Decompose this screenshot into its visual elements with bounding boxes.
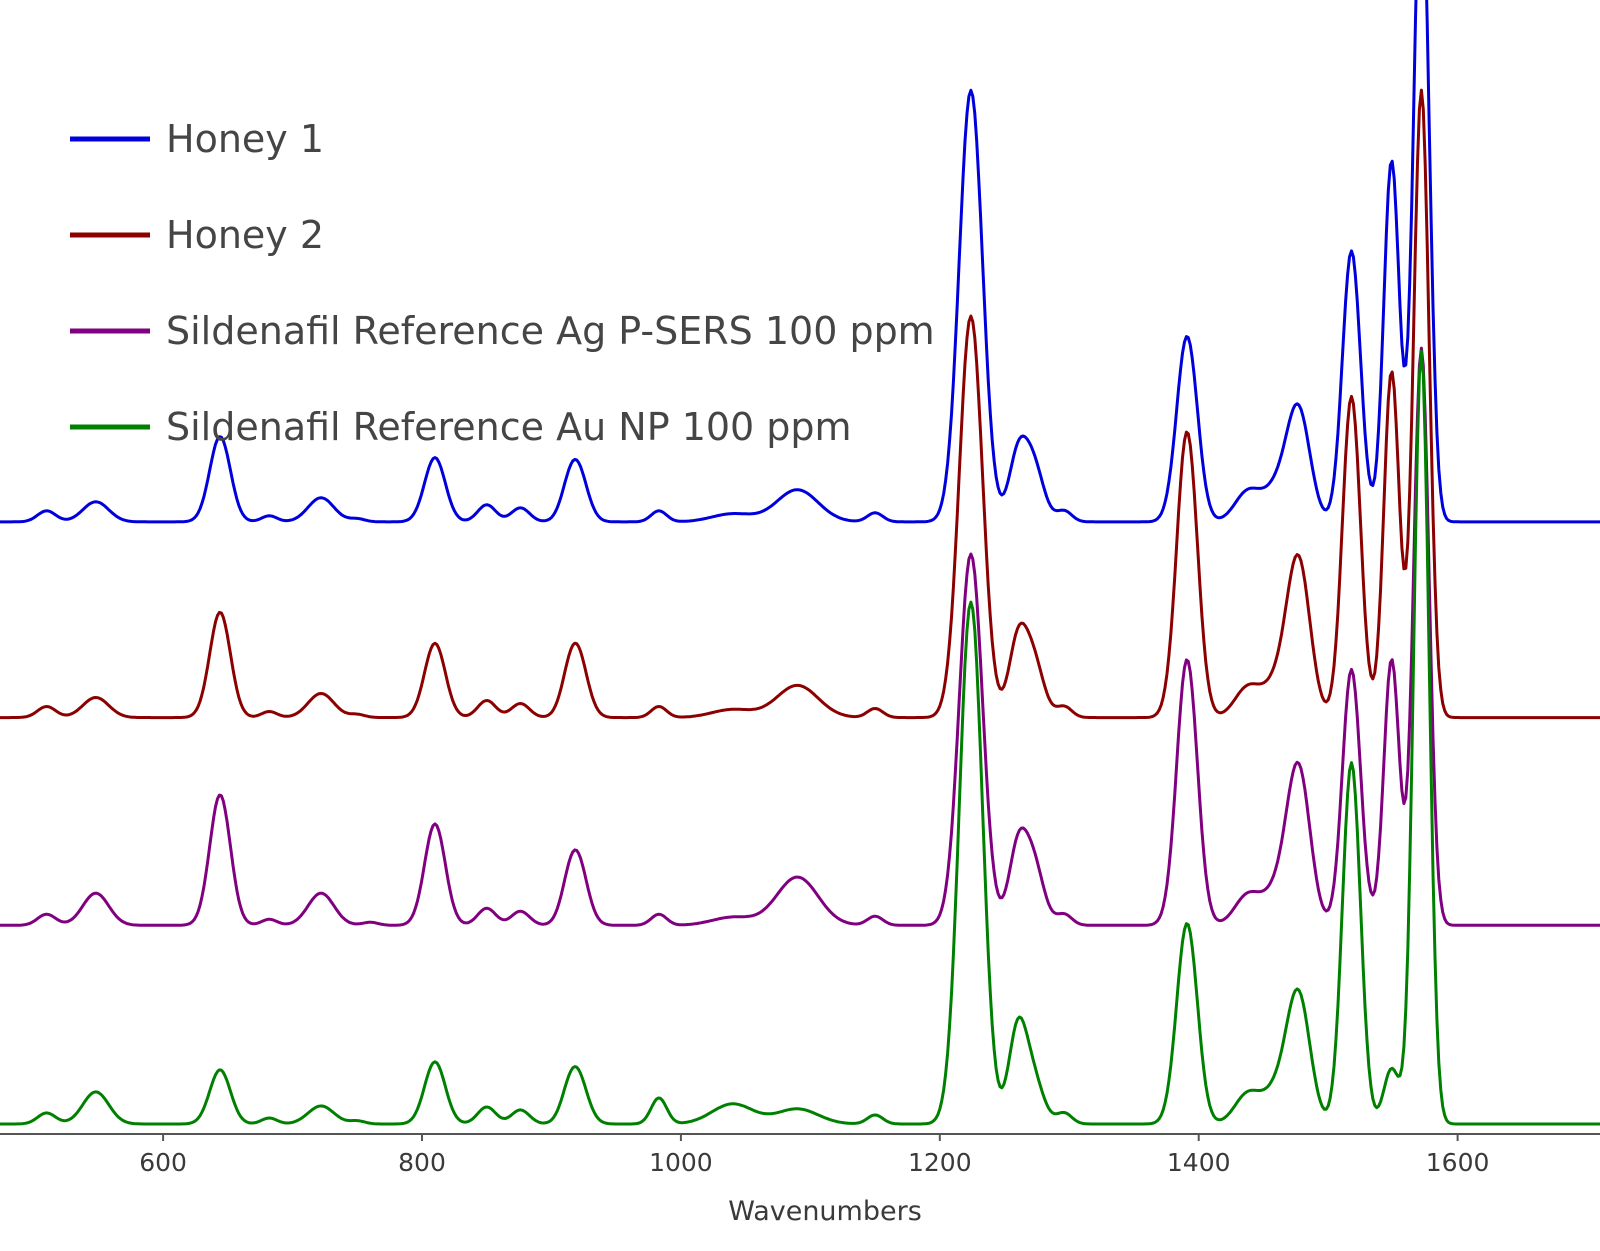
x-tick-label: 1400 xyxy=(1167,1148,1231,1177)
legend-label: Sildenafil Reference Au NP 100 ppm xyxy=(166,405,852,449)
legend-item: Sildenafil Reference Ag P-SERS 100 ppm xyxy=(70,309,935,353)
legend: Honey 1 Honey 2 Sildenafil Reference Ag P-… xyxy=(70,117,935,449)
x-axis-title: Wavenumbers xyxy=(728,1196,922,1227)
legend-label: Honey 2 xyxy=(166,213,324,257)
legend-item: Honey 1 xyxy=(70,117,324,161)
series-line-3 xyxy=(0,346,1600,927)
series-line-2 xyxy=(0,88,1600,720)
x-tick-label: 1000 xyxy=(649,1148,713,1177)
x-tick-label: 1200 xyxy=(908,1148,972,1177)
legend-label: Sildenafil Reference Ag P-SERS 100 ppm xyxy=(166,309,935,353)
legend-label: Honey 1 xyxy=(166,117,324,161)
x-tick-label: 800 xyxy=(398,1148,446,1177)
series-line-4 xyxy=(0,349,1600,1126)
legend-item: Sildenafil Reference Au NP 100 ppm xyxy=(70,405,852,449)
series-layer xyxy=(0,0,1600,1126)
series-line-1 xyxy=(0,0,1600,524)
x-tick-label: 1600 xyxy=(1426,1148,1490,1177)
x-tick-label: 600 xyxy=(139,1148,187,1177)
legend-item: Honey 2 xyxy=(70,213,324,257)
x-axis-ticks: 600 800 1000 1200 1400 1600 xyxy=(139,1134,1489,1177)
